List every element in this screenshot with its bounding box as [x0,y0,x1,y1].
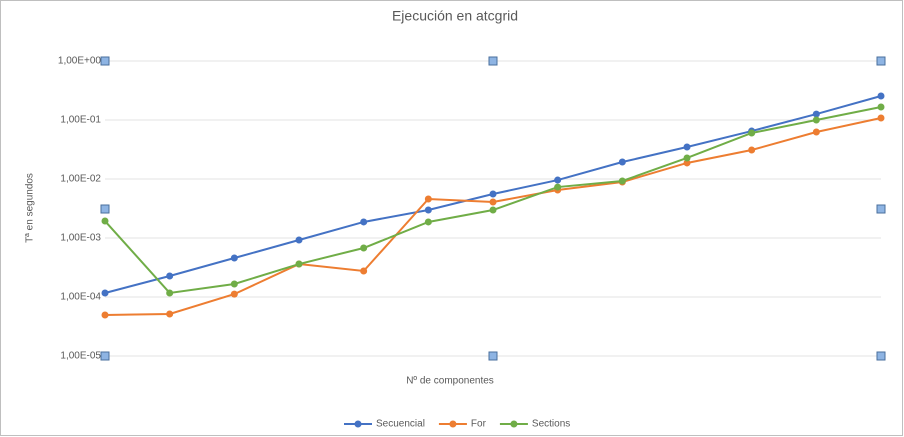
data-point [360,244,368,252]
y-tick-label: 1,00E-03 [60,233,101,244]
legend-item: Secuencial [344,419,425,430]
handle [488,56,498,66]
data-point [489,198,497,206]
data-point [812,110,820,118]
data-point [360,218,368,226]
legend-label: Secuencial [376,419,425,430]
data-point [101,311,109,319]
data-point [554,176,562,184]
selection-handles [100,56,886,361]
data-point [748,129,756,137]
y-tick-label: 1,00E+00 [58,56,102,67]
data-point [683,159,691,167]
data-point [683,143,691,151]
legend-item: For [438,419,487,430]
data-point [812,128,820,136]
data-point [683,154,691,162]
data-point [877,92,885,100]
y-tick-label: 1,00E-05 [60,351,101,362]
data-point [295,236,303,244]
data-point [554,183,562,191]
data-point [618,158,626,166]
data-point [166,289,174,297]
chart-title: Ejecución en atcgrid [392,8,518,24]
handle [876,204,886,214]
handle [488,351,498,361]
legend-marker [449,420,457,428]
handle [100,204,110,214]
legend-marker [510,420,518,428]
legend-label: Sections [532,419,570,430]
y-tick-label: 1,00E-01 [60,115,101,126]
handle [100,351,110,361]
data-point [618,177,626,185]
y-tick-label: 1,00E-02 [60,174,101,185]
data-point [101,289,109,297]
handle [876,56,886,66]
data-point [489,206,497,214]
legend-label: For [471,419,487,430]
data-point [166,310,174,318]
data-point [360,267,368,275]
data-point [230,254,238,262]
legend-marker [354,420,362,428]
handle [876,351,886,361]
data-point [877,114,885,122]
data-point [748,146,756,154]
data-point [424,218,432,226]
y-axis-label: Tª en segundos [25,173,36,243]
data-point [424,195,432,203]
data-point [230,290,238,298]
data-point [230,280,238,288]
data-point [295,260,303,268]
data-point [424,206,432,214]
handle [100,56,110,66]
data-point [166,272,174,280]
data-point [101,217,109,225]
legend-item: Sections [499,419,570,430]
data-point [489,190,497,198]
y-tick-label: 1,00E-04 [60,292,101,303]
plot-area: 1,00E-05 1,00E-04 1,00E-03 1,00E-02 1,00E-01… [58,56,885,362]
data-point [812,116,820,124]
data-point [877,103,885,111]
x-axis-label: Nº de componentes [406,376,494,387]
